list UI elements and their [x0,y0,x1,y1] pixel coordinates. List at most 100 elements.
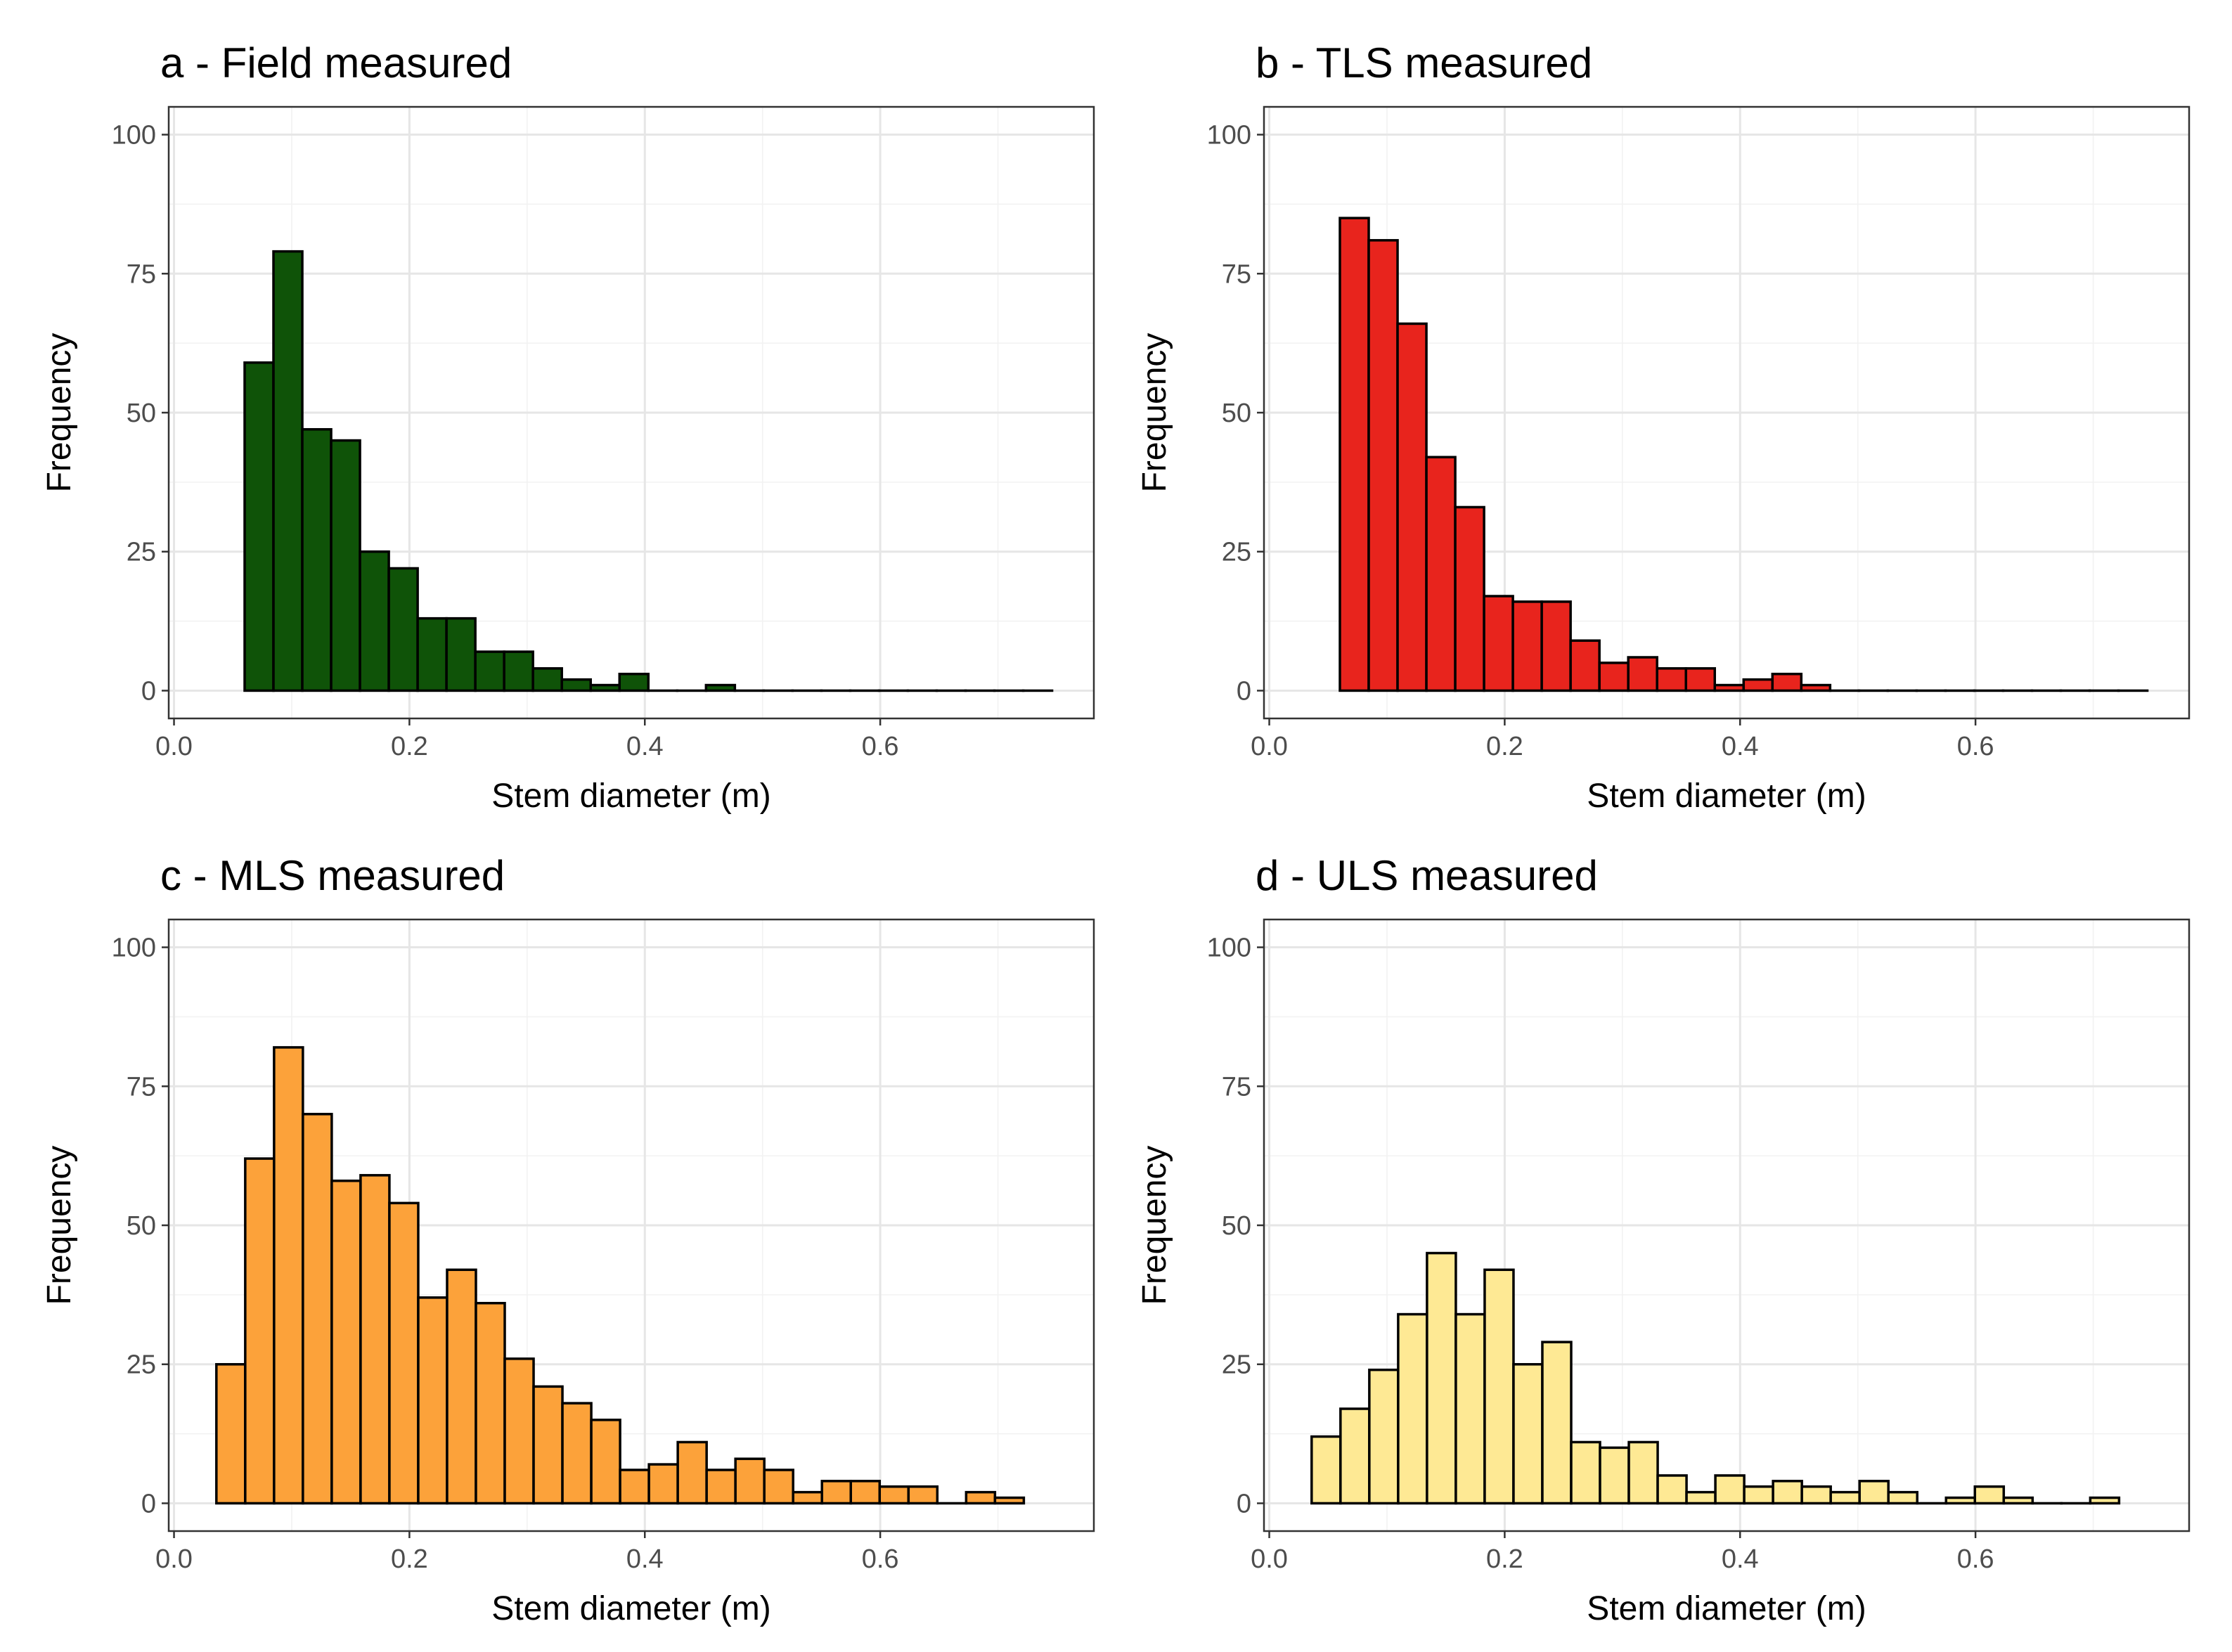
y-tick-label: 75 [127,259,156,289]
histogram-bar [1570,1440,1601,1505]
y-tick-label: 0 [1237,1489,1251,1518]
panel-title-a: a - Field measured [160,39,512,86]
histogram-bar [1887,1490,1918,1505]
x-axis-title: Stem diameter (m) [1587,1590,1866,1627]
histogram-bar [590,1419,621,1505]
histogram-bar [1339,1407,1371,1505]
y-tick-label: 100 [112,934,156,963]
y-axis-title: Frequency [41,333,78,493]
x-tick-label: 0.2 [391,1544,428,1574]
histogram-bar [907,1485,939,1505]
histogram-bar [532,1385,564,1505]
histogram-bar [734,1457,766,1505]
histogram-bar [416,617,448,692]
x-tick-label: 0.2 [1486,732,1523,761]
histogram-bar [1483,595,1514,692]
histogram-bar [1772,1480,1803,1505]
histogram-bar [1627,656,1658,692]
x-tick-label: 0.0 [1251,1544,1288,1574]
histogram-bar [330,439,361,692]
x-tick-label: 0.2 [1486,1544,1523,1574]
histogram-bar [359,550,390,692]
histogram-bar [676,1440,708,1505]
panel-c: 0 25 50 75 100 0.0 0.2 0.4 0.6 c - MLS measured St… [41,852,1095,1627]
histogram-bar [792,1490,823,1505]
histogram-bar [618,672,650,692]
histogram-bar [387,567,419,692]
y-tick-label: 100 [1207,121,1251,150]
histogram-bar [1685,1490,1717,1505]
histogram-bar [1713,683,1746,692]
histogram-bar [503,650,534,692]
histogram-bar [619,1469,650,1505]
histogram-bar [301,427,333,692]
y-tick-label: 25 [127,538,156,567]
y-tick-label: 50 [1222,1211,1251,1241]
histogram-bar [388,1201,420,1505]
y-tick-label: 50 [127,1211,156,1241]
x-axis-title: Stem diameter (m) [491,777,770,815]
histogram-bar [1973,1485,2006,1505]
y-tick-label: 100 [112,121,156,150]
y-tick-label: 75 [1222,1072,1251,1102]
histogram-bar [273,1046,304,1505]
histogram-bar [1944,1496,1977,1505]
y-tick-label: 50 [1222,399,1251,428]
x-tick-label: 0.6 [1957,732,1994,761]
x-tick-label: 0.6 [862,732,899,761]
x-tick-label: 0.4 [1722,732,1759,761]
histogram-bar [475,1301,506,1505]
histogram-bar [1310,1435,1342,1505]
histogram-bar [1541,1341,1573,1505]
histogram-bar [965,1490,997,1505]
histogram-bar [1368,1368,1400,1505]
histogram-bar [1800,1485,1832,1505]
y-axis-title: Frequency [1136,333,1173,493]
histogram-bar [560,678,592,692]
y-tick-label: 25 [1222,1350,1251,1380]
x-tick-label: 0.0 [1251,732,1288,761]
x-tick-label: 0.6 [862,1544,899,1574]
histogram-bar [503,1357,535,1505]
histogram-bar [849,1480,882,1505]
histogram-bar [704,683,737,692]
histogram-bar [1771,672,1803,692]
x-tick-label: 0.0 [155,732,193,761]
histogram-bar [2002,1496,2034,1505]
histogram-bar [1599,1446,1630,1505]
y-tick-label: 75 [1222,259,1251,289]
histogram-bar [763,1469,794,1505]
histogram-bar [561,1402,593,1505]
panel-b: 0 25 50 75 100 0.0 0.2 0.4 0.6 b - TLS measured St… [1136,39,2191,815]
histogram-bar [1569,639,1601,692]
x-axis-title: Stem diameter (m) [1587,777,1866,815]
histogram-bar [215,1362,247,1505]
histogram-bar [1714,1474,1746,1505]
y-tick-label: 0 [1237,676,1251,706]
histogram-bar [647,1463,679,1505]
histogram-bar [330,1179,362,1505]
histogram-bar [993,1496,1026,1505]
panel-d: 0 25 50 75 100 0.0 0.2 0.4 0.6 d - ULS measured St… [1136,852,2191,1627]
histogram-bar [1598,662,1630,692]
histogram-bar [1656,1474,1688,1505]
histogram-bar [1742,678,1774,692]
x-axis-title: Stem diameter (m) [491,1590,770,1627]
histogram-bar [1454,505,1485,692]
histogram-bar [302,1113,333,1505]
histogram-bar [1540,600,1572,692]
histogram-bar [1829,1490,1861,1505]
y-tick-label: 100 [1207,934,1251,963]
x-tick-label: 0.2 [391,732,428,761]
y-tick-label: 0 [141,1489,156,1518]
histogram-bar [445,617,477,692]
histogram-bar [272,250,304,692]
y-tick-label: 0 [141,676,156,706]
histogram-bar [244,1157,276,1505]
y-axis-title: Frequency [41,1146,78,1305]
histogram-bar [417,1296,449,1505]
y-tick-label: 75 [127,1072,156,1102]
histogram-bar [243,361,275,692]
histogram-bar [1454,1312,1486,1505]
